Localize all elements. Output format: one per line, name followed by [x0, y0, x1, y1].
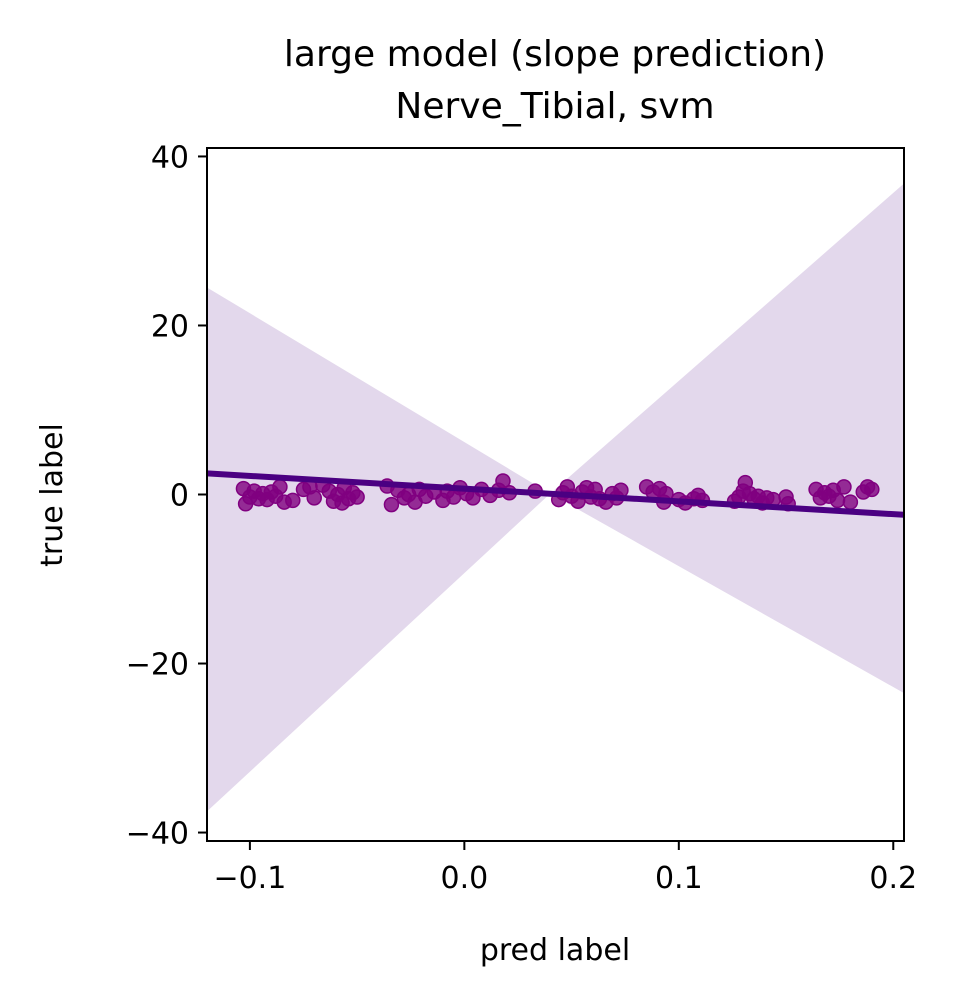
y-tick-label: 40: [151, 140, 189, 175]
x-tick-label: −0.1: [213, 861, 286, 896]
y-tick-label: −40: [126, 817, 189, 852]
chart-title: large model (slope prediction): [284, 34, 826, 75]
data-point: [864, 481, 880, 498]
x-tick-label: 0.1: [655, 861, 703, 896]
data-point: [306, 490, 322, 506]
data-point: [829, 492, 846, 509]
y-tick-label: 20: [151, 309, 189, 344]
confidence-band: [207, 183, 904, 812]
y-tick-label: 0: [170, 479, 189, 514]
data-point: [383, 496, 400, 513]
y-axis: 40 20 0 −20 −40: [126, 140, 207, 852]
x-axis-label: pred label: [480, 933, 630, 968]
data-point: [285, 492, 301, 509]
regression-line: [207, 470, 904, 518]
data-point: [842, 494, 859, 510]
chart-subtitle: Nerve_Tibial, svm: [395, 86, 714, 127]
data-point: [836, 479, 852, 495]
y-tick-label: −20: [126, 648, 189, 683]
data-point: [349, 489, 365, 505]
y-axis-label: true label: [35, 423, 70, 567]
x-tick-label: 0.2: [869, 861, 917, 896]
data-point: [272, 479, 288, 495]
x-axis: −0.1 0.0 0.1 0.2: [213, 841, 917, 896]
x-tick-label: 0.0: [440, 861, 488, 896]
plot-content: [207, 183, 904, 812]
